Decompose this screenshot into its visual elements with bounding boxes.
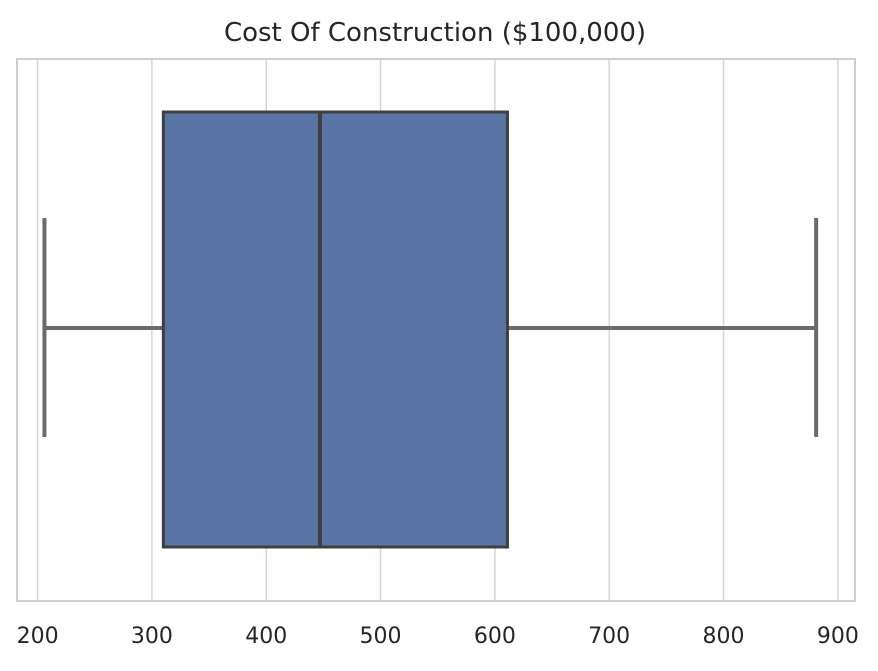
x-tick-label: 400 [245,624,287,649]
chart-title: Cost Of Construction ($100,000) [224,18,646,48]
x-tick-label: 300 [131,624,173,649]
x-tick-label: 200 [17,624,59,649]
x-tick-label: 800 [703,624,745,649]
x-tick-label: 600 [474,624,516,649]
x-tick-label: 700 [588,624,630,649]
x-tick-label: 900 [817,624,859,649]
plot-frame [16,58,856,602]
x-tick-label: 500 [360,624,402,649]
interquartile-box [161,110,509,549]
box-plot [42,110,819,549]
x-axis-ticks: 200 300 400 500 600 700 800 900 [17,624,859,649]
